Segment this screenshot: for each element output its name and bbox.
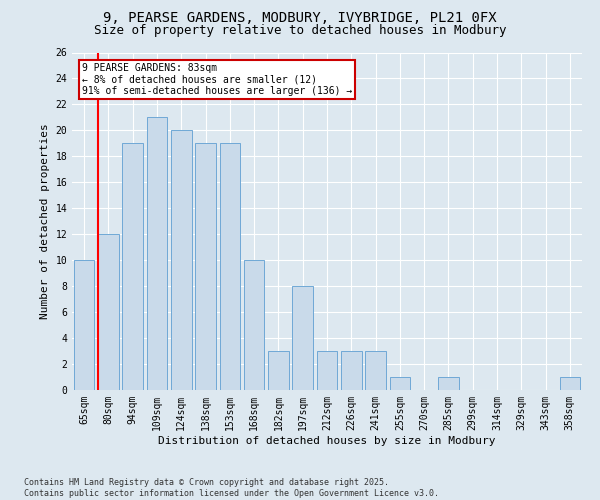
Bar [560, 377, 580, 390]
Bar [389, 377, 410, 390]
Bar [292, 286, 313, 390]
Text: Contains HM Land Registry data © Crown copyright and database right 2025.
Contai: Contains HM Land Registry data © Crown c… [24, 478, 439, 498]
Text: 9 PEARSE GARDENS: 83sqm
← 8% of detached houses are smaller (12)
91% of semi-det: 9 PEARSE GARDENS: 83sqm ← 8% of detached… [82, 62, 352, 96]
Y-axis label: Number of detached properties: Number of detached properties [40, 124, 50, 319]
Bar [365, 351, 386, 390]
Bar [220, 144, 240, 390]
Bar [98, 234, 119, 390]
Bar [244, 260, 265, 390]
Bar [171, 130, 191, 390]
X-axis label: Distribution of detached houses by size in Modbury: Distribution of detached houses by size … [158, 436, 496, 446]
Text: Size of property relative to detached houses in Modbury: Size of property relative to detached ho… [94, 24, 506, 37]
Bar [146, 118, 167, 390]
Bar [122, 144, 143, 390]
Bar [438, 377, 459, 390]
Bar [341, 351, 362, 390]
Bar [317, 351, 337, 390]
Bar [268, 351, 289, 390]
Bar [74, 260, 94, 390]
Text: 9, PEARSE GARDENS, MODBURY, IVYBRIDGE, PL21 0FX: 9, PEARSE GARDENS, MODBURY, IVYBRIDGE, P… [103, 11, 497, 25]
Bar [195, 144, 216, 390]
